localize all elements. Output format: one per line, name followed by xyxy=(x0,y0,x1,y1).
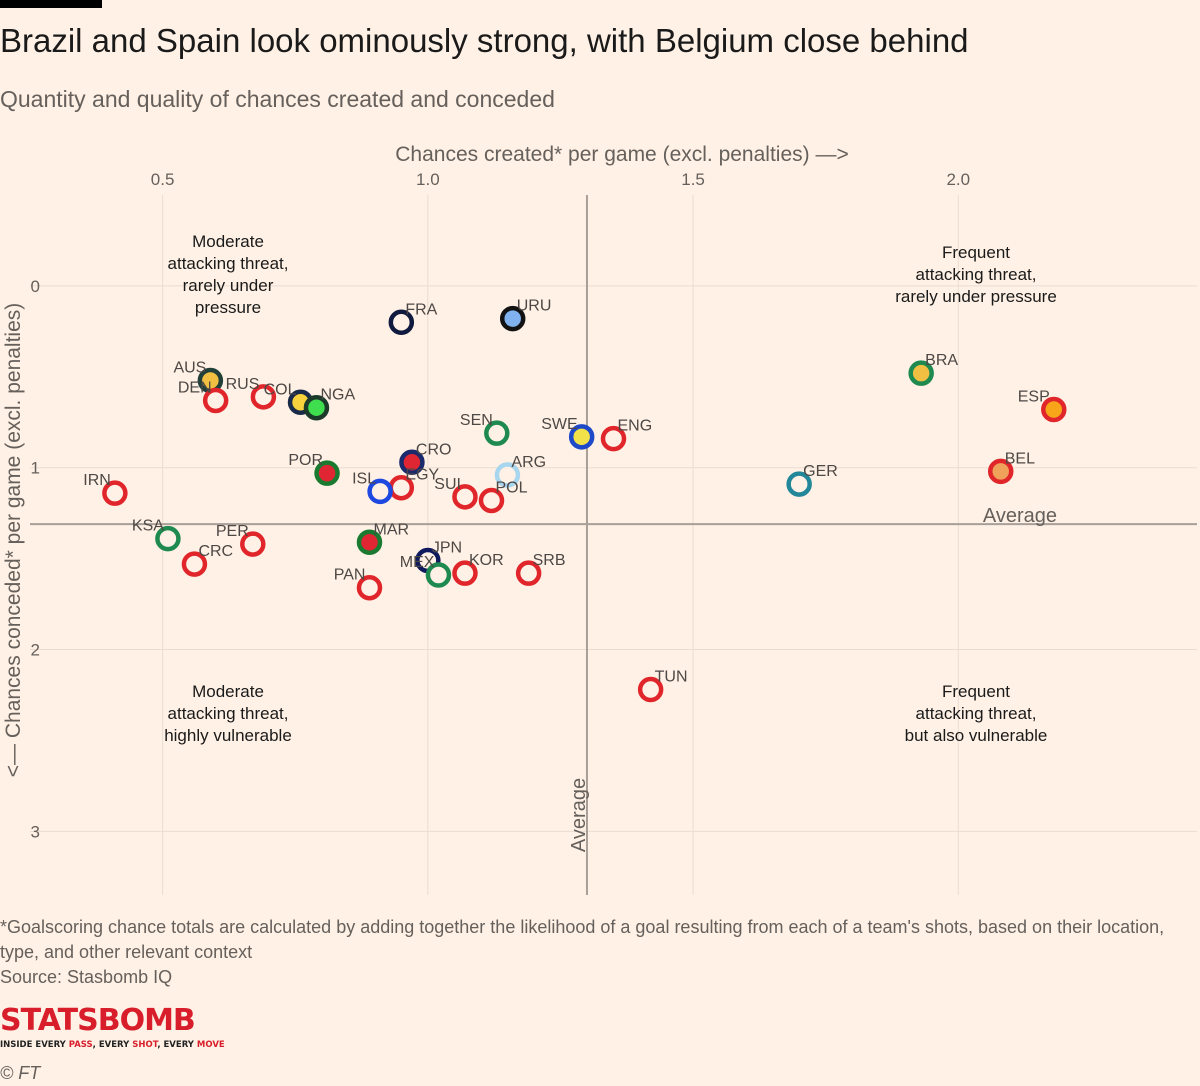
label-ger: GER xyxy=(803,463,838,480)
label-por: POR xyxy=(288,452,323,469)
tagline-part: , EVERY xyxy=(157,1040,197,1050)
label-mar: MAR xyxy=(373,521,409,538)
label-jpn: JPN xyxy=(432,539,462,556)
point-arg xyxy=(494,462,521,488)
point-pol xyxy=(478,487,505,514)
label-esp: ESP xyxy=(1018,389,1050,406)
quadrant-label: Frequent attacking threat, but also vulner… xyxy=(905,682,1048,745)
point-esp xyxy=(1041,396,1067,423)
label-per: PER xyxy=(216,523,249,540)
label-kor: KOR xyxy=(469,552,504,569)
point-crc xyxy=(181,551,208,577)
tagline-part: INSIDE EVERY xyxy=(0,1040,69,1050)
point-fra xyxy=(388,309,415,336)
x-tick-label: 2.0 xyxy=(946,170,970,189)
y-axis-title: <— Chances conceded* per game (excl. pen… xyxy=(2,303,25,778)
label-rus: RUS xyxy=(226,376,260,393)
chart-subtitle: Quantity and quality of chances created … xyxy=(0,86,555,112)
point-ger xyxy=(786,471,812,497)
point-sen xyxy=(484,420,510,446)
point-ksa xyxy=(155,525,181,552)
label-cro: CRO xyxy=(416,441,452,458)
label-bel: BEL xyxy=(1005,450,1035,467)
x-tick-label: 0.5 xyxy=(151,170,175,189)
average-x-label: Average xyxy=(568,778,590,852)
y-tick-label: 3 xyxy=(31,822,40,841)
chart-title: Brazil and Spain look ominously strong, … xyxy=(0,22,969,59)
scatter-chart: 0.5 1.0 1.5 2.0 0 1 2 3 Chances created* per gam… xyxy=(2,143,1197,895)
y-tick-label: 1 xyxy=(31,459,40,478)
label-mex: MEX xyxy=(400,554,435,571)
y-tick-label: 0 xyxy=(31,277,40,296)
point-irn xyxy=(102,480,128,506)
point-kor xyxy=(452,560,478,586)
label-sui: SUI xyxy=(434,476,461,493)
label-arg: ARG xyxy=(511,454,546,471)
point-pan xyxy=(356,574,383,601)
tagline-shot: SHOT xyxy=(132,1040,158,1050)
average-y-label: Average xyxy=(983,505,1057,527)
point-mar xyxy=(356,529,383,556)
axis-labels: 0.5 1.0 1.5 2.0 0 1 2 3 Chances created* per gam… xyxy=(2,143,970,841)
point-rus xyxy=(250,384,277,410)
label-den: DEN xyxy=(178,379,212,396)
quadrant-labels: Moderate attacking threat, rarely under pre… xyxy=(164,232,1057,745)
y-tick-label: 2 xyxy=(31,641,40,660)
footnote: *Goalscoring chance totals are calculate… xyxy=(0,917,1165,962)
point-por xyxy=(314,460,340,486)
statsbomb-logo: STATSBOMB INSIDE EVERY PASS, EVERY SHOT,… xyxy=(0,1003,225,1055)
label-srb: SRB xyxy=(533,552,566,569)
logo-tagline: INSIDE EVERY PASS, EVERY SHOT, EVERY MOV… xyxy=(0,1039,225,1051)
x-tick-label: 1.5 xyxy=(681,170,705,189)
point-bra xyxy=(908,360,934,386)
label-tun: TUN xyxy=(655,669,688,686)
point-mex xyxy=(425,562,452,588)
quadrant-label: Moderate attacking threat, highly vulnerab… xyxy=(164,682,292,745)
point-swe xyxy=(568,424,595,450)
tagline-move: MOVE xyxy=(196,1040,225,1050)
quadrant-label: Moderate attacking threat, rarely under pre… xyxy=(168,232,289,317)
point-eng xyxy=(600,425,627,452)
label-uru: URU xyxy=(517,298,552,315)
top-accent-bar xyxy=(0,0,102,8)
label-sen: SEN xyxy=(460,412,493,429)
tagline-part: , EVERY xyxy=(92,1040,133,1050)
label-col: COL xyxy=(264,381,297,398)
label-pan: PAN xyxy=(334,567,366,584)
label-nga: NGA xyxy=(320,387,355,404)
point-tun xyxy=(637,676,664,703)
average-lines: Average Average xyxy=(30,195,1197,895)
grid-lines xyxy=(30,195,1197,895)
label-crc: CRC xyxy=(198,543,233,560)
label-eng: ENG xyxy=(618,418,653,435)
label-isl: ISL xyxy=(352,470,376,487)
source-note: Source: Stasbomb IQ xyxy=(0,967,173,987)
point-nga xyxy=(303,394,330,421)
label-fra: FRA xyxy=(405,301,437,318)
label-swe: SWE xyxy=(541,416,577,433)
data-points: FRA URU AUS DEN RUS COL NGA SEN SWE ENG CRO EGY ARG P… xyxy=(83,298,1067,703)
point-isl xyxy=(367,478,393,505)
point-cro xyxy=(399,449,425,476)
point-srb xyxy=(515,560,542,586)
label-pol: POL xyxy=(495,479,527,496)
x-axis-title: Chances created* per game (excl. penalti… xyxy=(395,143,848,166)
logo-wordmark: STATSBOMB xyxy=(0,1003,196,1038)
point-bel xyxy=(987,458,1014,485)
point-den xyxy=(202,387,229,414)
x-tick-label: 1.0 xyxy=(416,170,440,189)
label-bra: BRA xyxy=(925,352,958,369)
label-aus: AUS xyxy=(173,359,206,376)
copyright: © FT xyxy=(0,1063,41,1083)
tagline-pass: PASS xyxy=(68,1040,93,1050)
label-irn: IRN xyxy=(83,472,111,489)
label-egy: EGY xyxy=(405,467,439,484)
point-sui xyxy=(452,484,478,510)
point-per xyxy=(240,531,266,557)
point-uru xyxy=(499,305,526,332)
label-ksa: KSA xyxy=(132,518,164,535)
quadrant-label: Frequent attacking threat, rarely under pr… xyxy=(895,243,1057,306)
